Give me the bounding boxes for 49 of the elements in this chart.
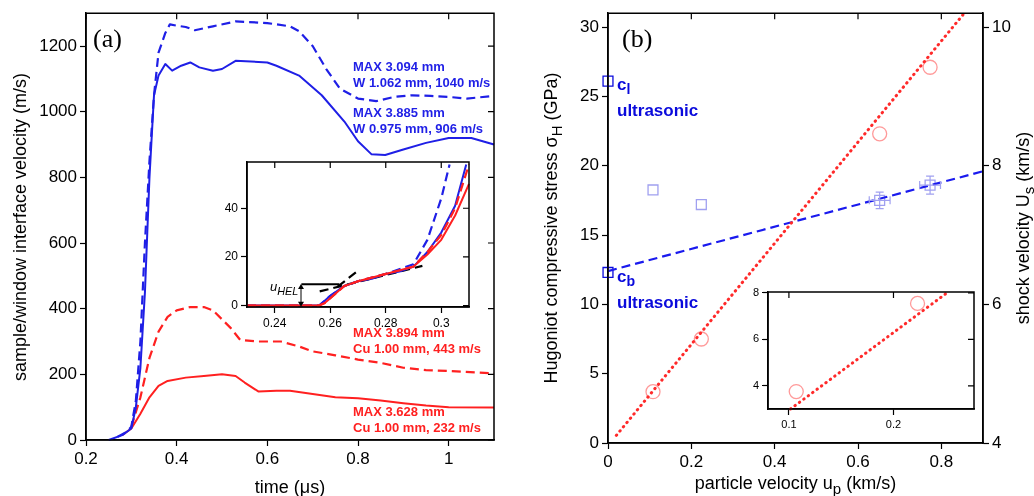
- x-tick-label: 0.2: [74, 448, 98, 468]
- y-tick-label: 4: [752, 378, 759, 391]
- x-tick-label: 0.8: [346, 448, 370, 468]
- x-axis-title: particle velocity u$_{p}$ (km/s): [694, 473, 897, 496]
- annotation: c$_{b}$ ultrasonic: [617, 266, 699, 314]
- y-tick-label: 800: [48, 167, 77, 187]
- y-axis-title: sample/window interface velocity (m/s): [9, 72, 31, 381]
- x-tick-label: 0.1: [781, 417, 797, 430]
- x-tick-label: 0.4: [164, 448, 189, 468]
- y-tick-label: 5: [589, 363, 599, 383]
- y2-tick-label: 10: [992, 16, 1011, 36]
- x-axis-title: time (μs): [254, 476, 326, 496]
- y-tick-label: 1000: [39, 101, 77, 121]
- x-tick-label: 0.8: [929, 451, 954, 471]
- y-tick-label: 20: [224, 249, 239, 264]
- y-tick-label: 20: [580, 155, 599, 175]
- y-tick-label: 10: [580, 294, 599, 314]
- x-tick-label: 0.24: [263, 315, 287, 330]
- series-label: MAX 3.885 mm W 0.975 mm, 906 m/s: [353, 105, 484, 138]
- annotation: (b): [622, 24, 653, 54]
- x-tick-label: 0.6: [846, 451, 870, 471]
- y-tick-label: 6: [752, 332, 759, 345]
- annotation: c$_{l}$ ultrasonic: [617, 74, 699, 122]
- y-tick-label: 200: [48, 364, 77, 384]
- x-tick-label: 0.6: [255, 448, 280, 468]
- x-tick-label: 1: [443, 448, 454, 468]
- x-tick-label: 0: [603, 451, 613, 471]
- annotation: u$_{HEL}$: [270, 279, 299, 298]
- y2-tick-label: 4: [992, 432, 1002, 452]
- y-tick-label: 0: [231, 297, 239, 312]
- x-tick-label: 0.2: [679, 451, 704, 471]
- x-tick-label: 0.2: [885, 417, 902, 430]
- series-label: MAX 3.094 mm W 1.062 mm, 1040 m/s: [353, 59, 491, 92]
- y-tick-label: 600: [48, 232, 77, 252]
- x-tick-label: 0.4: [762, 451, 787, 471]
- x-tick-label: 0.26: [318, 315, 343, 330]
- x-tick-label: 0.3: [432, 315, 450, 330]
- y-tick-label: 25: [580, 86, 599, 106]
- y2-tick-label: 6: [992, 294, 1002, 314]
- annotation: (a): [93, 24, 122, 54]
- y-tick-label: 30: [580, 16, 599, 36]
- y-tick-label: 15: [580, 224, 599, 244]
- y-tick-label: 8: [752, 285, 759, 298]
- y-tick-label: 400: [48, 298, 77, 318]
- y-tick-label: 40: [224, 200, 239, 215]
- y-tick-label: 1200: [39, 35, 77, 55]
- y-tick-label: 0: [589, 432, 599, 452]
- y2-tick-label: 8: [992, 155, 1002, 175]
- series-label: MAX 3.628 mm Cu 1.00 mm, 232 m/s: [353, 404, 481, 437]
